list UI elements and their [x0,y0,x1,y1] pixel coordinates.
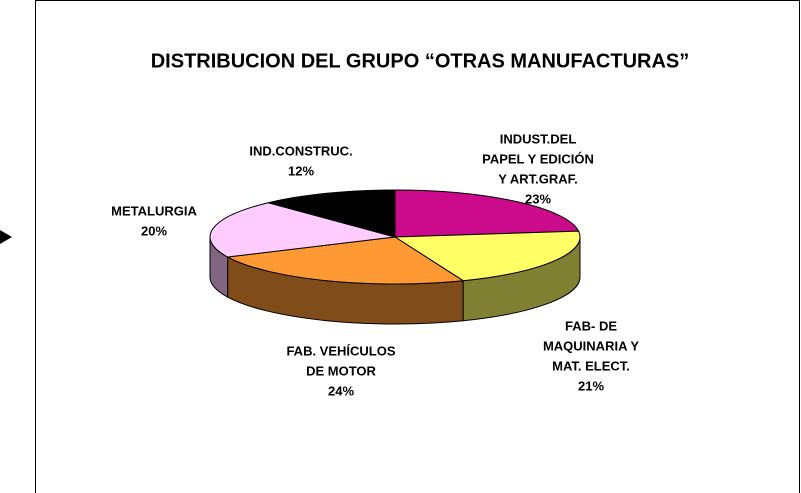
slice-label: MAT. ELECT. [552,358,630,373]
slice-label: PAPEL Y EDICIÓN [482,151,594,166]
slice-value-label: 12% [288,163,314,178]
slice-value-label: 21% [578,378,604,393]
pie-slice [268,189,396,238]
slice-label: MAQUINARIA Y [543,338,639,353]
slice-label: Y ART.GRAF. [498,171,577,186]
slice-label: FAB. VEHÍCULOS [286,343,395,358]
pie-slice [394,189,580,238]
pie-slice [209,202,396,258]
slice-label: DE MOTOR [306,363,376,378]
slice-value-label: 23% [525,191,551,206]
pie-slice [393,230,581,282]
slice-label: FAB- DE [565,318,617,333]
slice-label: METALURGIA [111,203,197,218]
pointer-arrow [0,230,12,244]
slice-label: IND.CONSTRUC. [249,143,352,158]
pie-slice [225,236,465,285]
slice-value-label: 20% [141,223,167,238]
chart-title: DISTRIBUCION DEL GRUPO “OTRAS MANUFACTUR… [151,50,690,72]
slice-value-label: 24% [328,383,354,398]
slice-label: INDUST.DEL [500,131,577,146]
